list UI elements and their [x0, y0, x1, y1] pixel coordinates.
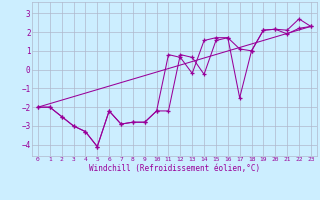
X-axis label: Windchill (Refroidissement éolien,°C): Windchill (Refroidissement éolien,°C) [89, 164, 260, 173]
